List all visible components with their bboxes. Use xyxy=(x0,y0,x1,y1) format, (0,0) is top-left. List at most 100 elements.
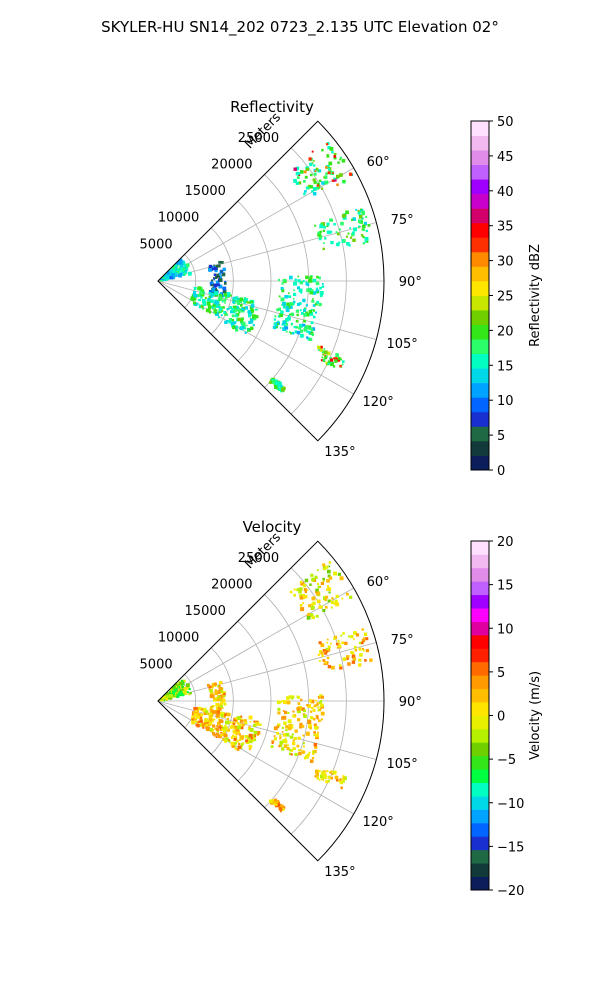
echo-cell xyxy=(217,283,220,287)
echo-cell xyxy=(299,580,303,584)
echo-cell xyxy=(330,358,334,362)
echo-cell xyxy=(237,317,241,322)
echo-cell xyxy=(312,709,316,712)
colorbar-segment xyxy=(471,796,489,810)
echo-cell xyxy=(295,181,299,185)
echo-cell xyxy=(282,278,286,283)
echo-cell xyxy=(211,282,214,284)
echo-cell xyxy=(300,607,305,612)
echo-cell xyxy=(166,272,170,275)
echo-cell xyxy=(191,297,195,301)
echo-cell xyxy=(293,326,296,329)
echo-cell xyxy=(311,299,315,303)
echo-cell xyxy=(318,641,322,645)
echo-cell xyxy=(221,728,225,732)
echo-cell xyxy=(327,168,331,171)
echo-cell xyxy=(324,175,328,179)
echo-cell xyxy=(188,693,191,696)
echo-cell xyxy=(333,152,337,156)
colorbar-tick-label: 40 xyxy=(497,185,514,200)
echo-cell xyxy=(349,227,351,229)
echo-cell xyxy=(284,295,288,299)
echo-cell xyxy=(215,280,220,285)
echo-cell xyxy=(278,745,281,748)
echo-cell xyxy=(246,324,248,327)
echo-cell xyxy=(249,739,253,744)
echo-cell xyxy=(196,294,200,298)
echo-cell xyxy=(303,308,307,312)
echo-cell xyxy=(224,713,227,716)
echo-cell xyxy=(240,319,244,324)
echo-cell xyxy=(213,698,216,701)
echo-cell xyxy=(181,692,185,697)
echo-cell xyxy=(322,580,325,582)
echo-cell xyxy=(298,326,302,330)
echo-cell xyxy=(237,745,242,749)
echo-cell xyxy=(310,332,312,335)
echo-cell xyxy=(300,292,303,294)
echo-cell xyxy=(277,307,281,311)
range-tick-label: 5000 xyxy=(140,657,173,672)
echo-cell xyxy=(180,679,184,683)
echo-cell xyxy=(345,235,348,238)
echo-cell xyxy=(306,336,309,339)
echo-cell xyxy=(279,740,284,745)
colorbar-label: Reflectivity dBZ xyxy=(528,244,543,347)
echo-cell xyxy=(346,242,350,246)
echo-cell xyxy=(333,637,336,640)
echo-cell xyxy=(343,780,345,783)
echo-cell xyxy=(330,600,335,604)
echo-cell xyxy=(290,323,293,326)
echo-cell xyxy=(342,632,345,635)
echo-cell xyxy=(329,771,332,774)
colorbar-segment xyxy=(471,397,489,413)
azimuth-tick-label: 135° xyxy=(324,445,355,460)
echo-cell xyxy=(313,160,315,162)
echo-cell xyxy=(218,309,222,313)
figure-suptitle: SKYLER-HU SN14_202 0723_2.135 UTC Elevat… xyxy=(101,18,499,37)
echo-cell xyxy=(336,174,340,179)
echo-cell xyxy=(195,707,199,711)
echo-cell xyxy=(218,275,221,278)
colorbar-segment xyxy=(471,237,489,253)
echo-cell xyxy=(181,681,185,685)
echo-cell xyxy=(175,694,179,698)
colorbar-tick-label: −10 xyxy=(497,797,524,812)
echo-cell xyxy=(285,306,289,310)
echo-cell xyxy=(200,304,204,308)
echo-cell xyxy=(315,699,317,702)
echo-cell xyxy=(274,385,278,389)
echo-cell xyxy=(329,357,332,360)
echo-cell xyxy=(325,647,328,650)
colorbar-segment xyxy=(471,222,489,238)
echo-cell xyxy=(287,744,289,747)
echo-cell xyxy=(279,734,282,737)
echo-cell xyxy=(196,302,199,305)
echo-cell xyxy=(294,278,297,282)
echo-cell xyxy=(339,576,344,581)
echo-cell xyxy=(321,181,325,185)
echo-cell xyxy=(297,275,299,278)
reflectivity-sector-frame xyxy=(157,120,385,442)
echo-cell xyxy=(334,359,338,363)
echo-cell xyxy=(209,689,213,693)
echo-cell xyxy=(292,714,295,717)
echo-cell xyxy=(305,304,308,307)
echo-cell xyxy=(299,725,302,729)
echo-cell xyxy=(194,710,199,715)
azimuth-tick-label: 75° xyxy=(391,633,414,648)
echo-cell xyxy=(302,594,305,597)
echo-cell xyxy=(195,715,199,719)
echo-cell xyxy=(243,297,247,300)
echo-cell xyxy=(234,314,238,318)
echo-cell xyxy=(333,177,336,180)
echo-cell xyxy=(306,704,309,707)
echo-cell xyxy=(304,756,307,760)
echo-cell xyxy=(182,687,186,691)
echo-cell xyxy=(198,298,201,302)
echo-cell xyxy=(175,683,178,686)
echo-cell xyxy=(213,682,217,686)
echo-cell xyxy=(197,720,200,723)
echo-cell xyxy=(179,688,184,693)
echo-cell xyxy=(224,302,226,304)
